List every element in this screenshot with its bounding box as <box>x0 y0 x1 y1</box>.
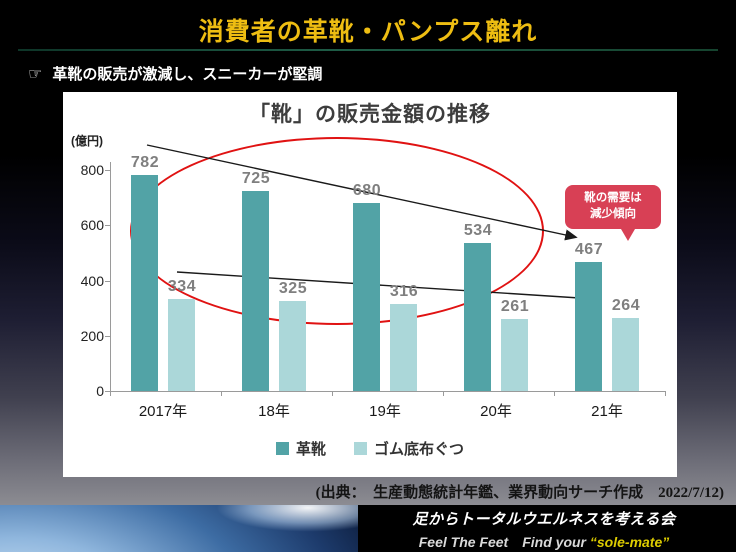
y-axis-tick <box>105 335 110 337</box>
legend-swatch <box>354 442 367 455</box>
bullet-text: 革靴の販売が激減し、スニーカーが堅調 <box>52 66 323 83</box>
bar-value-label: 334 <box>167 278 197 295</box>
bar-value-label: 264 <box>611 297 641 314</box>
bar-rubber-soled-shoes <box>501 319 528 391</box>
slide-title: 消費者の革靴・パンプス離れ <box>198 18 538 46</box>
y-axis-tick <box>105 170 110 171</box>
bar-value-label: 782 <box>130 154 160 171</box>
y-axis-tick-label: 0 <box>96 383 104 399</box>
title-divider <box>18 49 718 51</box>
bar-leather-shoes <box>242 191 269 391</box>
x-axis-tick <box>554 392 555 396</box>
y-axis-tick-label: 600 <box>80 217 104 234</box>
legend-item: ゴム底布ぐつ <box>354 438 464 459</box>
y-axis-tick <box>105 391 110 392</box>
bar-leather-shoes <box>353 203 380 391</box>
bar-value-label: 325 <box>278 280 308 297</box>
x-axis-category-label: 21年 <box>591 403 623 420</box>
y-axis-tick-label: 200 <box>80 327 104 344</box>
bar-rubber-soled-shoes <box>390 304 417 391</box>
y-axis-tick <box>105 225 110 227</box>
chart-title: 「靴」の販売金額の推移 <box>249 103 491 126</box>
x-axis-category-label: 20年 <box>480 403 512 420</box>
tagline-highlight: “sole-mate” <box>589 534 670 550</box>
bar-leather-shoes <box>575 262 602 391</box>
x-axis-category-label: 18年 <box>258 403 290 420</box>
chart-panel: 「靴」の販売金額の推移 (億円) 靴の需要は 減少傾向 革靴 ゴム底布ぐつ 0 20… <box>63 92 677 477</box>
source-citation: (出典： 生産動態統計年鑑、業界動向サーチ作成 2022/7/12) <box>315 485 724 501</box>
legend-label: ゴム底布ぐつ <box>374 441 465 458</box>
footer-text-block: 足からトータルウエルネスを考える会 Feel The Feet Find you… <box>358 508 730 552</box>
x-axis-line <box>110 391 666 392</box>
y-axis-unit-label: (億円) <box>71 134 103 148</box>
bar-value-label: 316 <box>389 283 419 300</box>
bullet-line: ☞ 革靴の販売が激減し、スニーカーが堅調 <box>28 63 322 84</box>
legend-label: 革靴 <box>295 441 326 458</box>
footer-bar: 足からトータルウエルネスを考える会 Feel The Feet Find you… <box>0 505 736 552</box>
x-axis-category-label: 19年 <box>369 403 401 420</box>
legend-swatch <box>275 442 289 455</box>
bar-value-label: 534 <box>463 222 493 239</box>
footer-organization: 足からトータルウエルネスを考える会 <box>412 511 676 528</box>
x-axis-tick <box>665 392 666 396</box>
callout-text-line2: 減少傾向 <box>590 208 636 220</box>
bar-leather-shoes <box>131 175 158 391</box>
y-axis-tick-label: 400 <box>80 272 104 289</box>
legend-item: 革靴 <box>275 438 326 459</box>
bar-value-label: 725 <box>241 170 271 187</box>
callout-bubble: 靴の需要は 減少傾向 <box>565 185 661 241</box>
x-axis-tick <box>332 392 333 396</box>
chart-legend: 革靴 ゴム底布ぐつ <box>63 438 677 459</box>
callout-tail <box>621 229 635 241</box>
y-axis-line <box>110 162 111 391</box>
tagline-prefix: Feel The Feet Find your <box>418 534 590 550</box>
bar-value-label: 261 <box>500 298 530 315</box>
bar-rubber-soled-shoes <box>168 299 195 391</box>
pointing-finger-icon: ☞ <box>28 65 43 83</box>
x-axis-tick <box>443 392 444 396</box>
bar-value-label: 680 <box>352 182 382 199</box>
x-axis-category-label: 2017年 <box>138 403 188 420</box>
bar-rubber-soled-shoes <box>612 318 639 391</box>
footer-tagline: Feel The Feet Find your “sole-mate” <box>358 532 730 552</box>
callout-text-line1: 靴の需要は <box>584 192 642 205</box>
bar-value-label: 467 <box>574 241 604 258</box>
earth-photo <box>0 505 358 552</box>
y-axis-tick-label: 800 <box>80 162 104 178</box>
bar-leather-shoes <box>464 243 491 391</box>
x-axis-tick <box>110 392 111 396</box>
x-axis-tick <box>221 392 222 396</box>
y-axis-tick <box>105 280 110 282</box>
bar-rubber-soled-shoes <box>279 301 306 391</box>
